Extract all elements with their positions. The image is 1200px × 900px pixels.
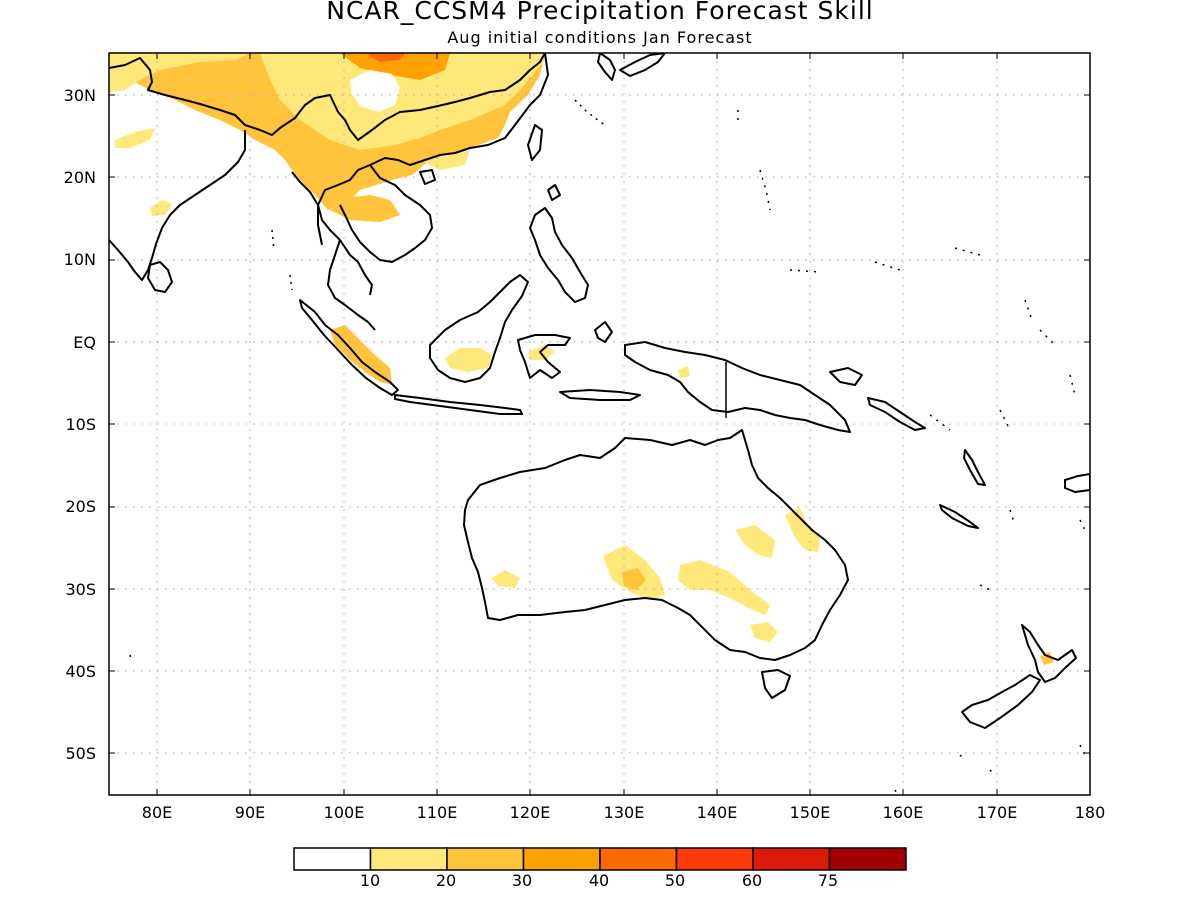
skill-shading <box>109 53 1054 665</box>
coast-myanmar <box>291 171 323 246</box>
skill-region-aus-e <box>785 508 820 552</box>
skill-region-india-2 <box>150 200 172 216</box>
coast-australia <box>463 429 849 661</box>
coast-asia-mainland <box>109 53 546 141</box>
skill-region-aus-c-dark <box>622 568 646 590</box>
map-subtitle: Aug initial conditions Jan Forecast <box>447 28 753 47</box>
coast-halmahera <box>594 321 613 343</box>
skill-region-asia-white <box>350 70 400 112</box>
colorbar-label: 30 <box>511 871 533 890</box>
coast-newcaledonia <box>939 504 979 529</box>
skill-region-aus-ce <box>678 560 770 615</box>
colorbar-label: 20 <box>435 871 457 890</box>
skill-region-asia-peak <box>365 53 405 62</box>
coast-ryukyu <box>574 99 606 126</box>
colorbar-swatch <box>675 847 754 871</box>
lon-label: 130E <box>603 803 645 822</box>
skill-region-aus-w <box>492 570 520 588</box>
graticule <box>109 53 1090 795</box>
skill-region-india <box>115 128 155 148</box>
coast-fiji <box>1064 473 1090 493</box>
lat-label: EQ <box>73 333 96 352</box>
skill-region-borneo <box>445 348 492 372</box>
lat-label: 30N <box>63 86 96 105</box>
lat-label: 30S <box>65 580 96 599</box>
lat-label: 10N <box>63 250 96 269</box>
lon-label: 150E <box>789 803 831 822</box>
skill-region-nz <box>1040 652 1054 665</box>
coast-indochina <box>339 164 433 263</box>
lat-label: 20N <box>63 168 96 187</box>
coast-srilanka <box>147 261 173 293</box>
colorbar-label: 50 <box>664 871 686 890</box>
lon-label: 180 <box>1074 803 1106 822</box>
colorbar-swatch <box>446 847 525 871</box>
skill-region-aus-ne <box>735 525 775 558</box>
coast-vanuatu <box>963 449 986 486</box>
axis-ticks <box>109 53 1090 795</box>
colorbar-label: 60 <box>741 871 763 890</box>
lat-label: 20S <box>65 497 96 516</box>
skill-region-png <box>678 366 690 378</box>
colorbar <box>293 847 907 871</box>
coast-andaman <box>271 229 293 291</box>
map-layers <box>109 53 1090 795</box>
coast-newbritain <box>829 367 863 386</box>
colorbar-label: 10 <box>359 871 381 890</box>
coast-newguinea <box>624 341 851 433</box>
coast-taiwan <box>527 124 543 161</box>
colorbar-swatch <box>599 847 678 871</box>
coast-china <box>317 53 549 296</box>
colorbar-label: 40 <box>588 871 610 890</box>
coast-malay <box>327 239 376 331</box>
skill-region-asia-dark <box>340 53 450 80</box>
coast-philippines <box>529 207 589 303</box>
coast-micronesia <box>789 247 1076 396</box>
lat-label: 40S <box>65 662 96 681</box>
coast-india <box>109 130 246 281</box>
lon-label: 90E <box>234 803 266 822</box>
colorbar-swatch <box>369 847 448 871</box>
lon-label: 100E <box>323 803 365 822</box>
coast-timor <box>559 389 641 401</box>
lat-label: 50S <box>65 744 96 763</box>
skill-region-indochina <box>330 195 400 222</box>
coast-nz-north <box>1021 624 1077 683</box>
coastlines <box>109 53 1090 795</box>
coast-pacific-isles <box>129 409 1086 795</box>
map-title: NCAR_CCSM4 Precipitation Forecast Skill <box>326 0 874 25</box>
skill-region-aus-se <box>750 622 778 642</box>
coast-java <box>394 394 523 415</box>
skill-region-indochina-2 <box>420 150 470 170</box>
colorbar-swatch <box>752 847 831 871</box>
lat-label: 10S <box>65 415 96 434</box>
colorbar-swatch <box>293 847 372 871</box>
coast-sulawesi <box>517 334 571 379</box>
coast-marianas <box>737 110 771 211</box>
lon-label: 110E <box>416 803 458 822</box>
lon-label: 160E <box>882 803 924 822</box>
coast-japan <box>619 53 666 77</box>
skill-region-asia-light <box>260 53 545 150</box>
coast-tasmania <box>761 669 791 699</box>
coast-philippines-2 <box>547 184 561 201</box>
coast-korea <box>597 53 616 81</box>
lon-label: 140E <box>696 803 738 822</box>
colorbar-swatch <box>522 847 601 871</box>
colorbar-swatch <box>828 847 907 871</box>
lon-label: 120E <box>509 803 551 822</box>
coast-sumatra <box>299 299 399 396</box>
colorbar-label: 75 <box>817 871 839 890</box>
coast-borneo <box>429 274 529 383</box>
lon-label: 80E <box>141 803 173 822</box>
skill-region-sumatra <box>330 325 392 385</box>
coast-nz-south <box>961 674 1041 729</box>
lon-label: 170E <box>976 803 1018 822</box>
coast-solomons <box>867 397 926 431</box>
coast-hainan <box>419 169 436 185</box>
